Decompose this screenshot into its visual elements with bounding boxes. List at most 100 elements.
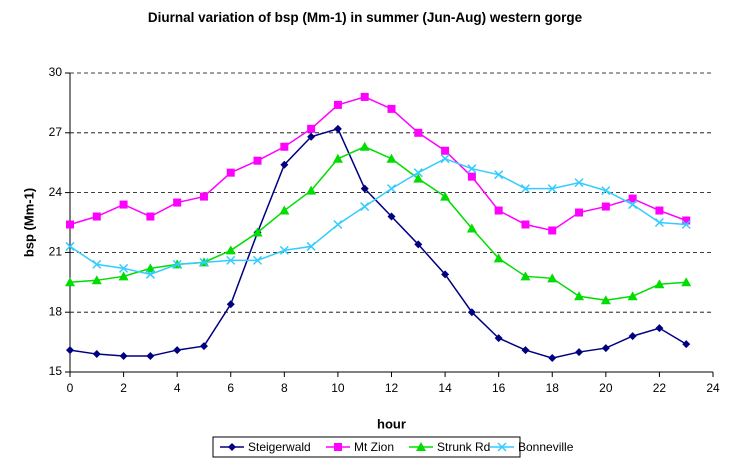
marker (440, 191, 451, 201)
marker (574, 291, 585, 301)
marker (494, 206, 503, 215)
x-tick-label: 10 (331, 381, 345, 395)
marker (279, 205, 290, 215)
marker (681, 219, 691, 230)
x-tick-label: 0 (67, 381, 74, 395)
marker (521, 220, 530, 229)
x-tick-label: 6 (227, 381, 234, 395)
legend-label: Mt Zion (354, 440, 394, 454)
legend-box (212, 436, 521, 458)
marker (92, 259, 102, 269)
marker (66, 220, 74, 229)
x-tick-label: 20 (599, 381, 613, 395)
marker (66, 346, 74, 355)
marker (441, 146, 450, 155)
marker (387, 104, 396, 113)
marker (600, 295, 611, 305)
y-tick-label: 21 (49, 245, 63, 259)
marker (386, 153, 397, 163)
series-line (69, 96, 687, 232)
marker (65, 277, 75, 287)
chart-title: Diurnal variation of bsp (Mm-1) in summe… (147, 10, 583, 25)
x-tick-label: 8 (281, 381, 288, 395)
x-tick-label: 14 (438, 381, 452, 395)
y-tick-label: 30 (49, 65, 63, 79)
legend-label: Steigerwald (248, 440, 311, 454)
legend-label: Bonneville (518, 440, 574, 454)
y-tick-label: 18 (49, 304, 63, 318)
marker (119, 263, 129, 273)
y-tick-label: 27 (49, 125, 63, 139)
marker (145, 269, 155, 279)
x-axis-label: hour (377, 416, 406, 431)
marker (655, 324, 664, 333)
marker (226, 255, 236, 265)
marker (547, 184, 557, 194)
marker (280, 160, 289, 169)
marker (306, 185, 317, 195)
marker (467, 172, 476, 181)
marker (307, 132, 316, 141)
x-tick-label: 4 (174, 381, 181, 395)
marker (601, 344, 610, 353)
marker (306, 241, 316, 251)
marker (493, 253, 504, 263)
marker (360, 184, 369, 193)
x-tick-label: 22 (653, 381, 667, 395)
marker (575, 208, 584, 217)
marker (360, 92, 369, 101)
marker (601, 202, 610, 211)
marker (654, 217, 664, 228)
marker (414, 128, 423, 137)
marker (146, 352, 155, 361)
legend-label: Strunk Rd (437, 440, 490, 454)
series-line (69, 157, 687, 276)
marker (253, 156, 262, 165)
marker (332, 153, 343, 163)
marker (65, 241, 75, 251)
marker (252, 227, 263, 237)
marker (413, 168, 423, 178)
marker (467, 164, 477, 174)
marker (118, 271, 129, 281)
marker (494, 334, 503, 343)
y-axis-label: bsp (Mm-1) (21, 188, 36, 257)
marker (173, 198, 182, 207)
marker (226, 300, 235, 309)
marker (681, 277, 692, 287)
legend-marker (416, 442, 426, 451)
marker (628, 194, 637, 203)
marker (386, 184, 397, 194)
marker (333, 124, 342, 133)
marker (226, 168, 235, 177)
marker (682, 216, 691, 225)
marker (173, 346, 182, 355)
marker (628, 200, 638, 210)
marker (627, 291, 638, 301)
x-tick-label: 24 (706, 381, 720, 395)
marker (682, 340, 691, 349)
marker (333, 100, 342, 109)
marker (548, 354, 557, 363)
marker (91, 275, 102, 285)
x-tick-label: 16 (492, 381, 506, 395)
marker (307, 124, 316, 133)
x-tick-label: 2 (120, 381, 127, 395)
marker (466, 223, 477, 233)
series-line (69, 145, 687, 301)
series-line (69, 127, 687, 359)
marker (119, 200, 128, 209)
marker (199, 342, 208, 351)
marker (225, 245, 236, 255)
marker (199, 192, 208, 201)
marker (92, 212, 101, 221)
marker (548, 226, 557, 235)
marker (574, 178, 584, 188)
marker (119, 352, 128, 361)
y-tick-label: 15 (49, 364, 63, 378)
marker (575, 348, 584, 357)
marker (333, 219, 343, 230)
marker (440, 154, 450, 164)
marker (494, 170, 504, 180)
